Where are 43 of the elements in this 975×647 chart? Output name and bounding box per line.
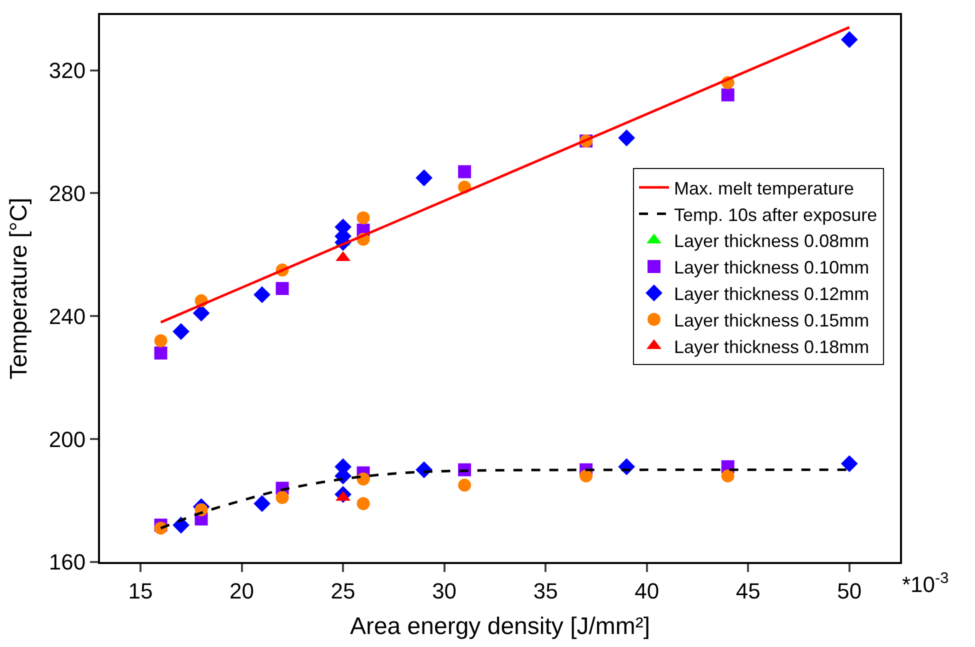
point [172, 323, 190, 340]
x-tick-label: 30 [432, 578, 457, 604]
x-tick-label: 25 [330, 578, 356, 604]
y-tick-label: 280 [48, 180, 86, 206]
point [458, 478, 472, 492]
legend-label: Max. melt temperature [674, 178, 854, 198]
point [416, 169, 432, 186]
y-axis-title: Temperature [°C] [5, 198, 32, 380]
x-tick-label: 35 [533, 578, 558, 604]
point [356, 497, 370, 510]
point [580, 469, 593, 482]
y-tick-label: 240 [48, 304, 86, 329]
y-tick-label: 160 [48, 550, 86, 575]
legend-label: Layer thickness 0.10mm [674, 258, 870, 278]
point [458, 165, 472, 178]
text: *10$^{-3}$ [902, 570, 949, 598]
legend-label: Layer thickness 0.18mm [674, 336, 870, 357]
point [840, 455, 858, 472]
y-tick-label: 200 [48, 426, 86, 452]
x-tick-label: 40 [634, 578, 660, 604]
point [276, 490, 289, 504]
point [618, 129, 636, 146]
point [254, 286, 270, 304]
legend-label: Layer thickness 0.12mm [674, 284, 870, 304]
point [356, 211, 370, 224]
point [254, 495, 270, 512]
point [840, 31, 858, 48]
y-tick-label: 320 [48, 58, 86, 84]
x-tick-label: 50 [837, 578, 862, 604]
point [276, 282, 289, 295]
point [154, 334, 168, 348]
legend-label: Temp. 10s after exposure [674, 204, 878, 225]
x-tick-label: 15 [128, 578, 153, 604]
point [721, 469, 734, 482]
x-tick-label: 20 [230, 578, 254, 604]
legend-label: Layer thickness 0.08mm [674, 231, 870, 252]
legend-label: Layer thickness 0.15mm [674, 310, 870, 330]
x-axis-title: Area energy density [J/mm²] [350, 613, 650, 640]
point [154, 346, 168, 360]
x-tick-label: 45 [736, 578, 760, 604]
point [356, 472, 370, 486]
point [192, 304, 210, 322]
point [721, 88, 734, 102]
